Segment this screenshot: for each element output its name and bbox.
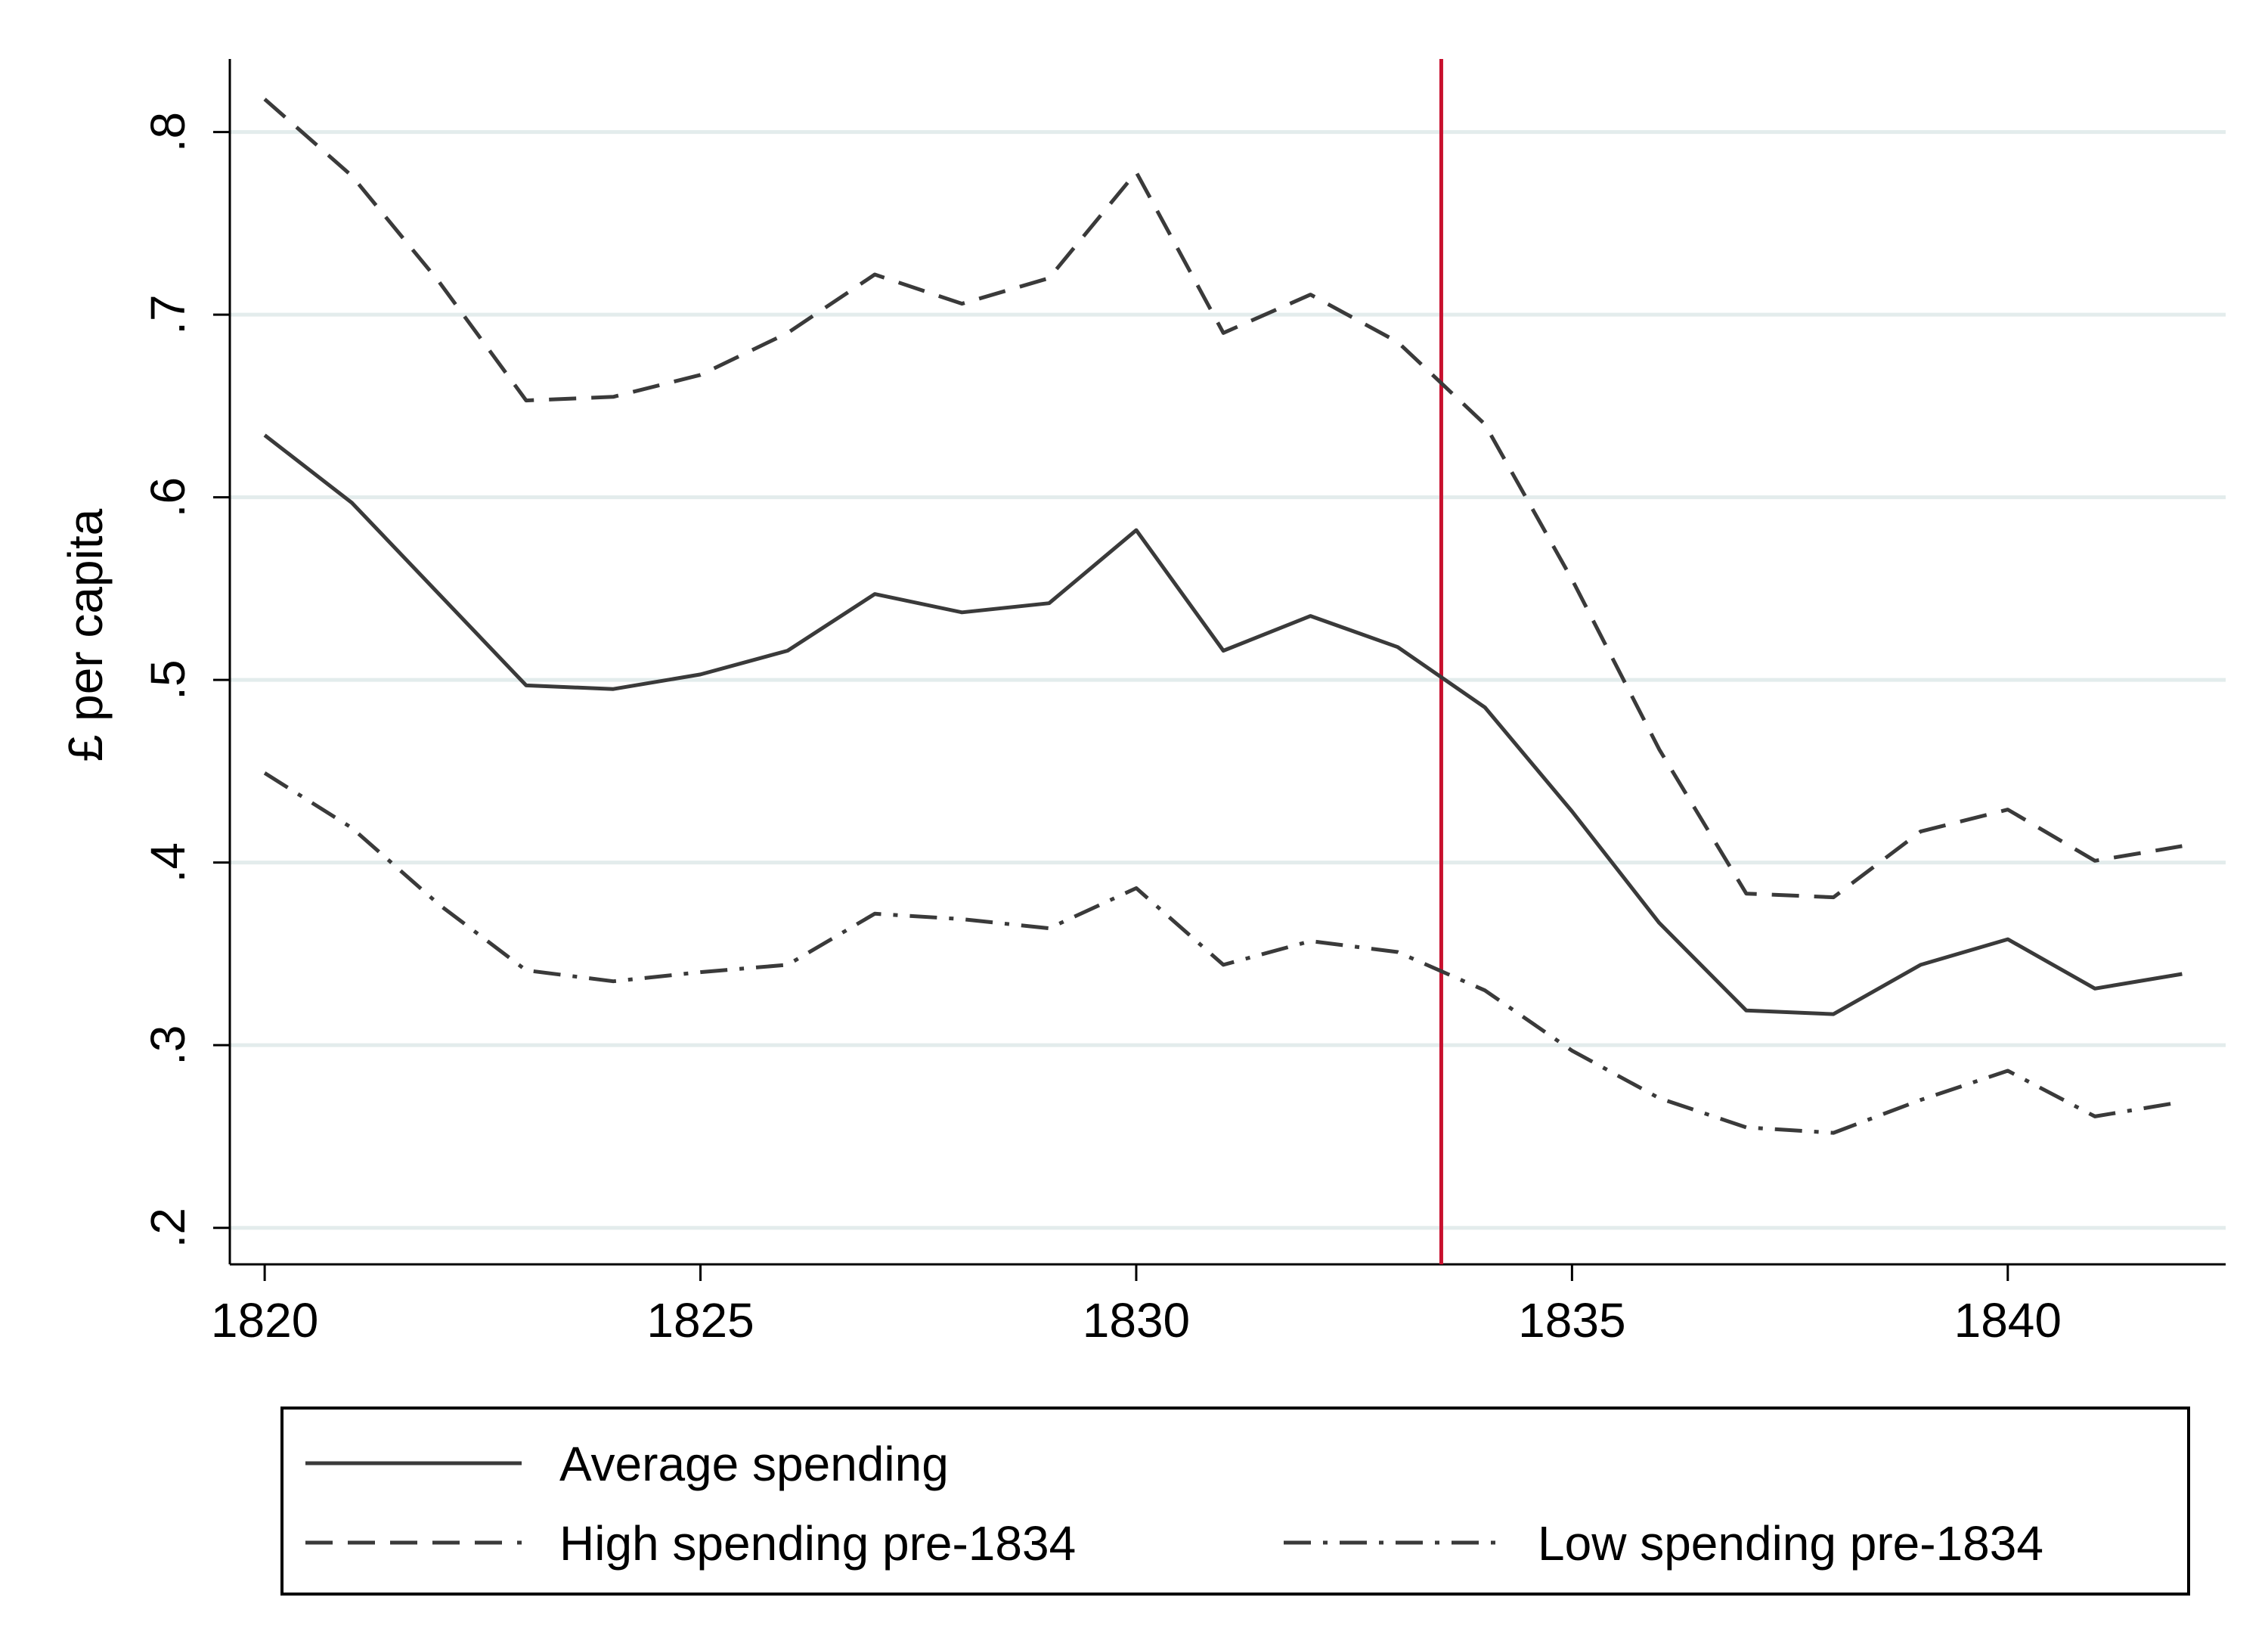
tick-labels: .2 .3 .4 .5 .6 .7 .8 1820 1825 1830 1835 1840 <box>141 112 2062 1348</box>
y-tick-label: .6 <box>141 477 195 517</box>
y-tick-label: .8 <box>141 112 195 152</box>
series-layer <box>263 98 2183 1135</box>
legend-label: Average spending <box>559 1437 949 1491</box>
legend-label: High spending pre-1834 <box>559 1516 1076 1571</box>
y-tick-label: .3 <box>141 1025 195 1065</box>
x-tick-label: 1840 <box>1954 1293 2062 1348</box>
x-tick-label: 1825 <box>646 1293 754 1348</box>
legend-box <box>280 1407 2190 1596</box>
y-tick-label: .7 <box>141 294 195 334</box>
series-line-dashdot <box>263 771 2183 1135</box>
x-tick-label: 1835 <box>1518 1293 1625 1348</box>
x-tick-label: 1830 <box>1083 1293 1190 1348</box>
legend: Average spending High spending pre-1834 Lo… <box>280 1407 2190 1596</box>
y-tick-label: .2 <box>141 1208 195 1248</box>
y-axis-label: £ per capita <box>58 508 113 761</box>
y-tick-label: .4 <box>141 842 195 882</box>
y-tick-label: .5 <box>141 659 195 699</box>
series-line-solid <box>263 433 2183 1016</box>
series-line-dash <box>263 98 2183 900</box>
axes <box>213 59 2226 1281</box>
legend-label: Low spending pre-1834 <box>1538 1516 2043 1571</box>
grid-lines <box>230 130 2226 1230</box>
x-tick-label: 1820 <box>211 1293 318 1348</box>
